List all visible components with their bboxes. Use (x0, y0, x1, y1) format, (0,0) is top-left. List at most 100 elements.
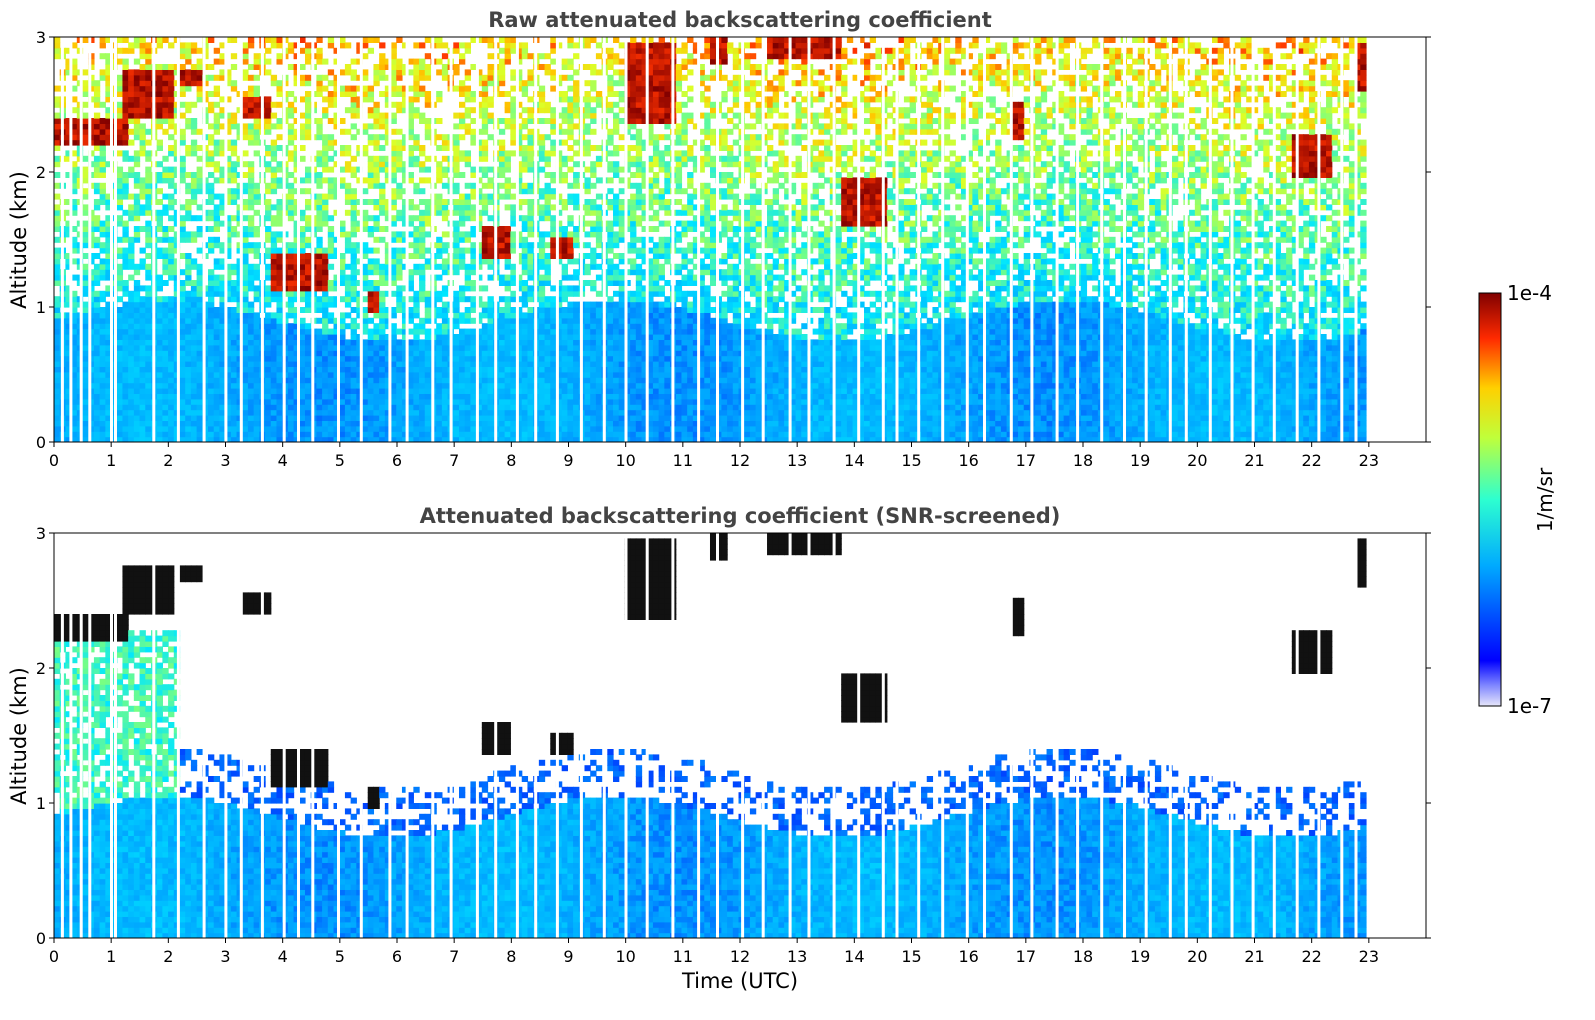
heatmap-cell (367, 301, 375, 308)
heatmap-cell (179, 85, 186, 92)
heatmap-cell (487, 350, 494, 357)
heatmap-cell (459, 220, 466, 227)
heatmap-cell (367, 436, 375, 442)
heatmap-cell (99, 388, 106, 394)
heatmap-cell (304, 188, 312, 195)
heatmap-cell (441, 425, 449, 432)
heatmap-cell (122, 150, 129, 157)
heatmap-cell (459, 209, 466, 216)
heatmap-cell (436, 253, 443, 259)
heatmap-cell (419, 323, 426, 330)
heatmap-cell (225, 247, 232, 254)
heatmap-cell (88, 404, 95, 411)
heatmap-cell (116, 355, 124, 362)
heatmap-cell (116, 312, 124, 319)
heatmap-cell (356, 409, 363, 416)
heatmap-cell (230, 323, 238, 330)
heatmap-cell (327, 344, 335, 351)
heatmap-cell (139, 431, 146, 438)
heatmap-cell (413, 296, 420, 303)
heatmap-cell (538, 274, 546, 281)
heatmap-cell (65, 344, 72, 351)
heatmap-cell (379, 290, 386, 297)
heatmap-cell (527, 145, 534, 151)
heatmap-cell (242, 123, 249, 130)
heatmap-cell (436, 371, 443, 378)
heatmap-cell (54, 53, 61, 60)
heatmap-cell (242, 296, 249, 303)
heatmap-cell (133, 280, 141, 286)
heatmap-cell (316, 236, 323, 243)
heatmap-cell (401, 344, 409, 351)
heatmap-cell (242, 339, 249, 346)
heatmap-cell (88, 398, 95, 405)
heatmap-cell (242, 431, 249, 438)
heatmap-cell (185, 371, 192, 378)
heatmap-cell (304, 74, 312, 81)
heatmap-cell (299, 215, 306, 222)
heatmap-cell (367, 263, 375, 270)
heatmap-cell (242, 69, 249, 76)
heatmap-cell (208, 91, 215, 97)
heatmap-cell (236, 263, 243, 270)
heatmap-cell (253, 296, 260, 303)
heatmap-cell (247, 199, 255, 205)
heatmap-cell (544, 355, 551, 362)
heatmap-cell (54, 301, 61, 308)
heatmap-cell (327, 361, 335, 367)
heatmap-cell (453, 388, 460, 394)
heatmap-cell (396, 307, 403, 313)
heatmap-cell (379, 344, 386, 351)
heatmap-cell (384, 247, 392, 254)
heatmap-cell (339, 280, 346, 286)
heatmap-cell (396, 269, 403, 276)
heatmap-cell (350, 436, 357, 442)
heatmap-cell (504, 420, 511, 427)
heatmap-cell (339, 317, 346, 324)
heatmap-cell (344, 409, 352, 416)
heatmap-cell (436, 409, 443, 416)
heatmap-cell (156, 91, 163, 97)
heatmap-cell (82, 425, 89, 432)
heatmap-cell (133, 182, 141, 189)
heatmap-cell (116, 166, 124, 173)
heatmap-cell (179, 415, 186, 421)
heatmap-cell (379, 269, 386, 276)
heatmap-cell (504, 242, 511, 249)
heatmap-cell (196, 350, 203, 357)
heatmap-cell (419, 42, 426, 49)
heatmap-cell (276, 409, 283, 416)
heatmap-cell (390, 377, 397, 384)
heatmap-cell (276, 328, 283, 335)
heatmap-cell (270, 382, 278, 389)
heatmap-cell (116, 263, 124, 270)
heatmap-cell (105, 53, 112, 60)
heatmap-cell (156, 371, 163, 378)
heatmap-cell (304, 134, 312, 141)
heatmap-cell (436, 193, 443, 200)
heatmap-cell (253, 53, 260, 60)
heatmap-cell (287, 393, 295, 400)
heatmap-cell (82, 155, 89, 162)
heatmap-cell (327, 182, 335, 189)
heatmap-cell (247, 177, 255, 184)
heatmap-cell (390, 150, 397, 157)
heatmap-cell (350, 420, 357, 427)
heatmap-cell (316, 242, 323, 249)
heatmap-cell (459, 377, 466, 384)
heatmap-cell (453, 436, 460, 442)
heatmap-cell (510, 393, 517, 400)
heatmap-cell (481, 436, 489, 442)
heatmap-cell (208, 296, 215, 303)
heatmap-cell (527, 312, 534, 319)
heatmap-cell (276, 350, 283, 357)
heatmap-cell (453, 188, 460, 195)
heatmap-cell (470, 388, 477, 394)
heatmap-cell (516, 415, 523, 421)
heatmap-cell (436, 91, 443, 97)
heatmap-cell (287, 47, 295, 54)
heatmap-cell (54, 139, 61, 146)
heatmap-cell (236, 91, 243, 97)
heatmap-cell (190, 317, 198, 324)
heatmap-cell (236, 388, 243, 394)
